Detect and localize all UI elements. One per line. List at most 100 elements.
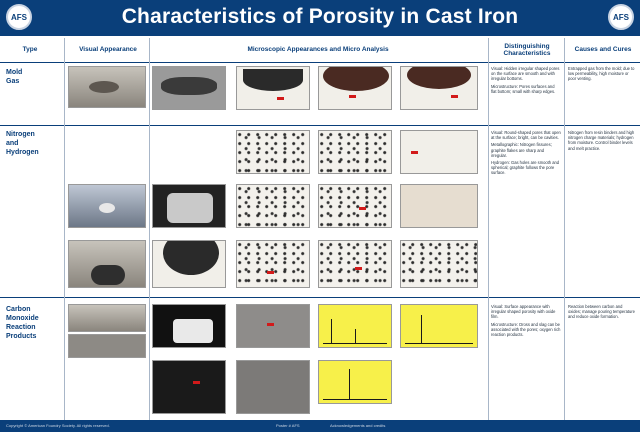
nh-visual-photo-2: [68, 240, 146, 288]
row-label-line: Products: [6, 333, 37, 340]
red-marker: [267, 323, 274, 326]
co-causes: Reaction between carbon and oxides; mana…: [568, 304, 636, 322]
page-title: Characteristics of Porosity in Cast Iron: [121, 5, 519, 28]
co-micrograph-1-1: [152, 304, 226, 348]
chart-axis: [323, 343, 387, 344]
row-label-line: Reaction: [6, 324, 36, 331]
paragraph: Metallographic: Nitrogen fissures; graph…: [491, 142, 552, 158]
pore-shape: [163, 241, 219, 275]
nh-micrograph-2-3: [318, 184, 392, 228]
row-label-carbon-monoxide: Carbon Monoxide Reaction Products: [6, 305, 39, 341]
red-marker: [349, 95, 356, 98]
afs-logo-left: AFS: [6, 4, 32, 30]
paragraph: Microstructure: Pores surfaces and flat …: [491, 83, 556, 94]
logo-left-text: AFS: [11, 12, 27, 22]
red-marker: [277, 97, 284, 100]
nh-micrograph-3-4: [400, 240, 478, 288]
logo-right-text: AFS: [613, 12, 629, 22]
row-label-line: Mold: [6, 69, 23, 76]
pore-shape: [99, 203, 115, 213]
column-header-visual: Visual Appearance: [79, 46, 137, 54]
footer-credits: Acknowledgements and credits: [330, 423, 386, 428]
column-header-micro: Microscopic Appearances and Micro Analys…: [247, 46, 389, 54]
co-micrograph-1-2: [236, 304, 310, 348]
row-label-line: Nitrogen: [6, 131, 35, 138]
pore-shape: [243, 69, 303, 91]
column-header-distinguishing: Distinguishing Characteristics: [503, 42, 551, 58]
nh-micrograph-2-4: [400, 184, 478, 228]
co-visual-photo-2: [68, 334, 146, 358]
paragraph: Visual: Surface appearance with irregula…: [491, 304, 556, 320]
chart-axis: [323, 399, 387, 400]
column-header-causes: Causes and Cures: [574, 46, 632, 54]
column-divider: [64, 38, 65, 420]
mold-gas-micrograph-3: [318, 66, 392, 110]
nh-visual-photo-1: [68, 184, 146, 228]
co-micrograph-2-2: [236, 360, 310, 414]
row-divider-2: [0, 297, 640, 298]
red-marker: [359, 207, 366, 210]
row-label-line: Monoxide: [6, 315, 39, 322]
row-label-mold-gas: Mold Gas: [6, 68, 22, 86]
header-divider: [0, 62, 640, 63]
mold-gas-distinguishing: Visual: Hidden irregular shaped pores on…: [491, 66, 561, 96]
mold-gas-causes: Entrapped gas from the mold; due to low …: [568, 66, 636, 84]
row-label-line: Carbon: [6, 306, 31, 313]
nh-distinguishing: Visual: Round-shaped pores that open at …: [491, 130, 561, 178]
mold-gas-micrograph-1: [152, 66, 226, 110]
title-banner: AFS Characteristics of Porosity in Cast …: [0, 0, 640, 36]
column-header-type: Type: [22, 46, 38, 54]
nh-micrograph-1-2: [318, 130, 392, 174]
column-divider: [488, 38, 489, 420]
pore-shape: [323, 67, 389, 91]
paragraph: Entrapped gas from the mold; due to low …: [568, 66, 635, 82]
chart-peak: [355, 329, 356, 343]
co-analysis-chart-1: [318, 304, 392, 348]
footer-poster-number: Poster # AFS: [276, 423, 300, 428]
row-label-line: Hydrogen: [6, 149, 39, 156]
nh-micrograph-1-3: [400, 130, 478, 174]
paragraph: Visual: Round-shaped pores that open at …: [491, 130, 561, 141]
casting-defect-shape: [89, 81, 119, 93]
pore-shape: [167, 193, 213, 223]
nh-micrograph-1-1: [236, 130, 310, 174]
co-distinguishing: Visual: Surface appearance with irregula…: [491, 304, 561, 339]
paragraph: Microstructure: Dross and slag can be as…: [491, 321, 561, 338]
column-divider: [149, 38, 150, 420]
nh-micrograph-2-1: [152, 184, 226, 228]
red-marker: [411, 151, 418, 154]
chart-peak: [349, 369, 350, 399]
footer-bar: Copyright © American Foundry Society. Al…: [0, 420, 640, 432]
pore-shape: [407, 67, 471, 89]
afs-logo-right: AFS: [608, 4, 634, 30]
co-micrograph-2-1: [152, 360, 226, 414]
row-label-line: Gas: [6, 78, 20, 85]
co-analysis-chart-2: [400, 304, 478, 348]
pore-shape: [161, 77, 217, 95]
column-divider: [564, 38, 565, 420]
nh-micrograph-3-1: [152, 240, 226, 288]
red-marker: [193, 381, 200, 384]
chart-peak: [331, 319, 332, 343]
paragraph: Reaction between carbon and oxides; mana…: [568, 304, 635, 320]
red-marker: [451, 95, 458, 98]
pore-shape: [173, 319, 213, 343]
paragraph: Hydrogen: Gas holes are smooth and spher…: [491, 160, 560, 176]
nh-causes: Nitrogen from resin binders and high nit…: [568, 130, 636, 153]
co-visual-photo-1: [68, 304, 146, 332]
footer-copyright: Copyright © American Foundry Society. Al…: [6, 423, 110, 428]
row-label-line: and: [6, 140, 19, 147]
row-label-nitrogen-hydrogen: Nitrogen and Hydrogen: [6, 130, 39, 157]
mold-gas-micrograph-4: [400, 66, 478, 110]
chart-axis: [405, 343, 473, 344]
paragraph: Nitrogen from resin binders and high nit…: [568, 130, 635, 151]
co-analysis-chart-3: [318, 360, 392, 404]
pore-shape: [91, 265, 125, 285]
mold-gas-visual-photo: [68, 66, 146, 108]
paragraph: Visual: Hidden irregular shaped pores on…: [491, 66, 560, 82]
nh-micrograph-3-2: [236, 240, 310, 288]
red-marker: [355, 267, 362, 270]
mold-gas-micrograph-2: [236, 66, 310, 110]
nh-micrograph-3-3: [318, 240, 392, 288]
chart-peak: [421, 315, 422, 343]
